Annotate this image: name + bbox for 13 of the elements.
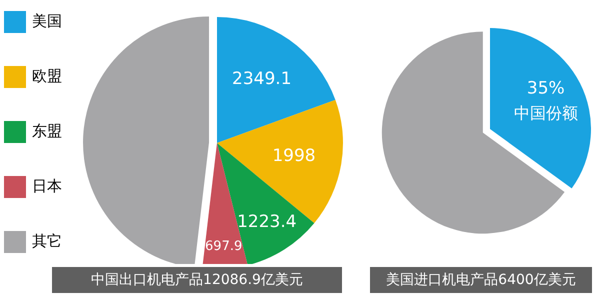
legend-label: 东盟 xyxy=(32,122,62,141)
slice-label: 中国份额 xyxy=(514,103,578,122)
legend-label: 欧盟 xyxy=(32,67,62,86)
legend-label: 日本 xyxy=(32,177,62,196)
text: 中国出口机电产品12086.9亿美元 xyxy=(52,267,342,293)
data-label: 2349.1 xyxy=(232,68,292,89)
data-label: 697.9 xyxy=(205,238,242,254)
legend-label: 其它 xyxy=(32,232,62,251)
text: 美国进口机电产品6400亿美元 xyxy=(370,267,592,293)
data-label: 1223.4 xyxy=(237,212,297,232)
legend-label: 美国 xyxy=(32,12,62,31)
data-label: 1998 xyxy=(272,146,316,166)
data-label: 35% xyxy=(526,78,565,99)
